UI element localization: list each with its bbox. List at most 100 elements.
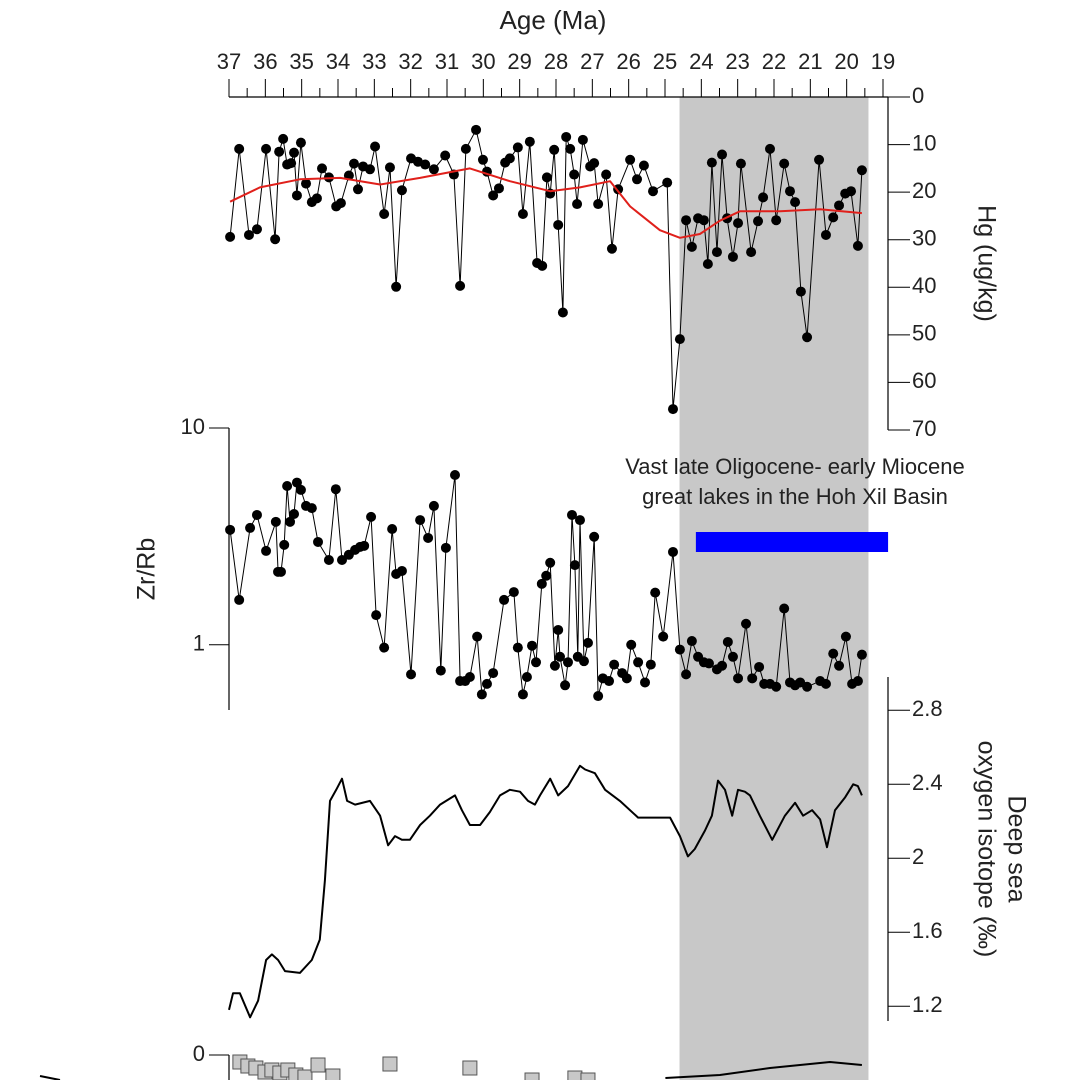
data-point [601,169,612,180]
data-point [702,258,713,269]
data-point [545,557,556,568]
data-point [553,624,564,635]
data-point [562,657,573,668]
y-tick-label: 60 [912,368,936,393]
data-point [606,243,617,254]
data-point [549,660,560,671]
data-point [703,658,714,669]
x-tick-label: 21 [798,49,822,74]
data-point [536,578,547,589]
y-tick-label: 50 [912,321,936,346]
data-point [681,215,692,226]
data-point [834,660,845,671]
data-point [225,231,236,242]
data-point [396,185,407,196]
data-point [802,332,813,343]
data-point [396,565,407,576]
data-point [493,183,504,194]
data-point [565,143,576,154]
x-tick-label: 33 [362,49,386,74]
x-tick-label: 30 [471,49,495,74]
data-point [735,158,746,169]
data-point [352,184,363,195]
y-tick-label: 1.2 [912,992,943,1017]
data-point [234,594,245,605]
data-point [440,542,451,553]
data-point [420,159,431,170]
data-point [379,209,390,220]
data-point [840,631,851,642]
data-point [306,503,317,514]
x-tick-label: 35 [289,49,313,74]
data-point [359,540,370,551]
data-point [440,150,451,161]
data-point [488,190,499,201]
data-point [278,133,289,144]
data-point [753,216,764,227]
x-axis-title: Age (Ma) [500,5,607,35]
data-point [856,649,867,660]
data-point [428,164,439,175]
data-point [504,153,515,164]
series-line [228,764,863,1019]
x-tick-label: 36 [253,49,277,74]
annotation-text: Vast late Oligocene- early Miocene [625,454,965,479]
data-point [814,154,825,165]
data-point [626,639,637,650]
data-point [527,640,538,651]
data-point [553,219,564,230]
data-point [348,158,359,169]
data-point [846,186,857,197]
data-point [706,157,717,168]
x-tick-label: 24 [689,49,713,74]
x-tick-label: 22 [762,49,786,74]
y-tick-label: 2 [912,844,924,869]
data-point [512,142,523,153]
data-point [820,678,831,689]
data-point [477,154,488,165]
y-tick-label: 40 [912,273,936,298]
data-point [336,555,347,566]
data-point [765,143,776,154]
data-point [471,124,482,135]
y-tick-label: 0 [912,83,924,108]
data-point [387,524,398,535]
x-tick-label: 23 [725,49,749,74]
data-point [722,636,733,647]
data-point [658,631,669,642]
data-point [717,660,728,671]
data-square [382,1056,398,1072]
data-point [674,334,685,345]
data-point [460,143,471,154]
data-point [667,546,678,557]
y-tick-label: 1.6 [912,918,943,943]
data-point [779,603,790,614]
data-point [578,656,589,667]
data-point [795,286,806,297]
data-point [561,131,572,142]
data-point [758,192,769,203]
annotation-text: great lakes in the Hoh Xil Basin [642,484,948,509]
y-tick-label: 70 [912,416,936,441]
data-point [371,610,382,621]
data-square [524,1072,540,1080]
y-tick-label: 10 [181,414,205,439]
data-point [638,160,649,171]
data-point [771,215,782,226]
x-tick-label: 34 [326,49,350,74]
data-point [549,144,560,155]
data-point [499,594,510,605]
data-point [790,197,801,208]
data-point [285,516,296,527]
data-square [297,1069,313,1080]
data-point [625,154,636,165]
series-line [665,1061,862,1079]
data-square [580,1072,596,1080]
data-point [531,657,542,668]
data-point [662,177,673,188]
data-point [802,681,813,692]
y-tick-label: 2.8 [912,696,943,721]
data-point [747,673,758,684]
data-point [311,193,322,204]
data-point [295,137,306,148]
